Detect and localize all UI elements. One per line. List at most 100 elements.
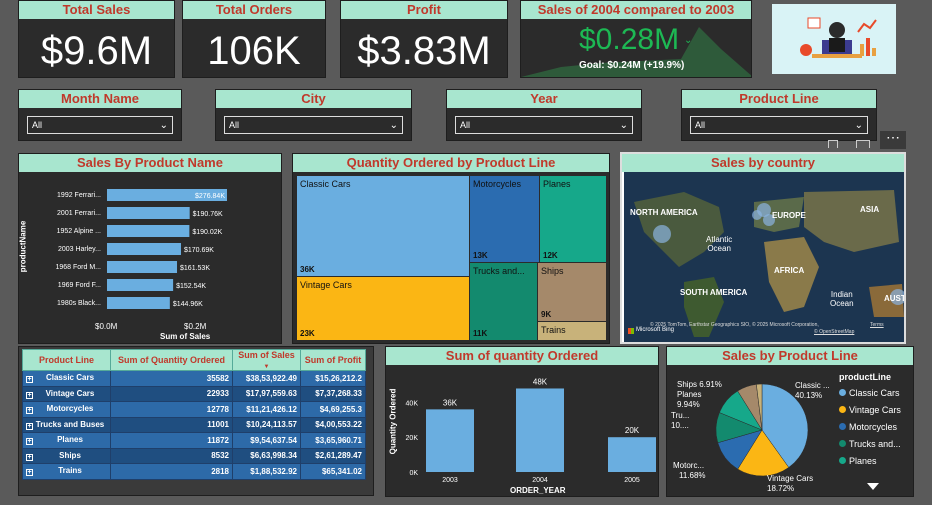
hbar-plot: 1992 Ferrari... $276.84K 2001 Ferrari... $1…: [55, 189, 227, 309]
column-header[interactable]: Sum of Profit: [300, 349, 366, 371]
slice-label: Ships 6.91%: [677, 380, 722, 389]
pie-slice[interactable]: [756, 383, 763, 431]
cell-text: Trucks and Buses: [35, 419, 105, 429]
cell-text: 22933: [206, 389, 229, 399]
value-cell: $2,61,289.47: [300, 447, 366, 464]
column-header[interactable]: Sum of Sales ▼: [232, 349, 301, 371]
sales-by-product-chart[interactable]: Sales By Product Name productName 1992 F…: [18, 153, 282, 344]
expand-icon[interactable]: +: [26, 469, 33, 477]
legend-title: productLine: [839, 372, 891, 382]
bar[interactable]: [107, 279, 174, 291]
expand-icon[interactable]: +: [26, 391, 33, 399]
quantity-by-year-chart[interactable]: Sum of quantity Ordered Quantity Ordered…: [385, 346, 659, 497]
slicer-month-name[interactable]: Month Name All ⌄: [18, 89, 182, 141]
kpi-sales-comparison[interactable]: Sales of 2004 compared to 2003 $0.28M ⌄ …: [520, 0, 752, 78]
expand-icon[interactable]: +: [26, 453, 33, 461]
column-header[interactable]: Sum of Quantity Ordered: [110, 349, 233, 371]
filter-icon[interactable]: [828, 140, 838, 148]
bar[interactable]: [107, 261, 178, 273]
bar[interactable]: [107, 207, 190, 219]
bar[interactable]: [608, 437, 656, 472]
map-osm-link[interactable]: © OpenStreetMap: [814, 329, 855, 335]
tile-value: 23K: [300, 329, 315, 338]
product-line-dropdown[interactable]: All ⌄: [690, 116, 868, 134]
legend-item[interactable]: Trucks and...: [839, 436, 913, 453]
slice-label: Motorc...: [673, 461, 705, 470]
cell-text: $65,341.02: [321, 466, 362, 476]
treemap-tile[interactable]: Ships 9K: [538, 263, 606, 321]
legend-dot-icon: [839, 406, 846, 413]
more-options-icon[interactable]: ⋯: [880, 130, 906, 149]
microsoft-logo-icon: [628, 328, 634, 334]
pie-slice[interactable]: [737, 429, 790, 477]
slicer-title: Product Line: [682, 90, 876, 108]
treemap-chart[interactable]: Quantity Ordered by Product Line Classic…: [292, 153, 610, 344]
treemap-tile[interactable]: Trucks and... 11K: [470, 263, 537, 340]
treemap-tile[interactable]: Planes 12K: [540, 176, 606, 262]
treemap-tile[interactable]: Trains: [538, 322, 606, 340]
table-row[interactable]: + Ships 8532 $6,63,998.34 $2,61,289.47: [22, 447, 366, 464]
product-line-table[interactable]: Product Line Sum of Quantity Ordered Sum…: [18, 346, 374, 496]
map-canvas[interactable]: NORTH AMERICA EUROPE ASIA Atlantic Ocean…: [624, 172, 904, 342]
kpi-total-orders[interactable]: Total Orders 106K: [182, 0, 326, 78]
chevron-down-icon: ⌄: [854, 120, 863, 131]
expand-icon[interactable]: +: [26, 407, 33, 415]
kpi-profit[interactable]: Profit $3.83M: [340, 0, 508, 78]
slice-label: Planes: [677, 390, 702, 399]
x-tick: 2005: [624, 477, 640, 484]
x-tick: 2003: [442, 477, 458, 484]
category-label: 1969 Ford F...: [58, 282, 101, 289]
month-dropdown[interactable]: All ⌄: [27, 116, 173, 134]
bar[interactable]: [426, 409, 474, 472]
legend-item[interactable]: Planes: [839, 453, 913, 470]
slicer-year[interactable]: Year All ⌄: [446, 89, 642, 141]
legend-item[interactable]: Vintage Cars: [839, 402, 913, 419]
tile-value: 12K: [543, 251, 558, 260]
bar[interactable]: [107, 189, 227, 201]
column-header[interactable]: Product Line: [22, 349, 111, 371]
dropdown-value: All: [695, 120, 706, 130]
focus-mode-icon[interactable]: [856, 140, 870, 148]
slicer-product-line[interactable]: Product Line All ⌄: [681, 89, 877, 141]
expand-icon[interactable]: +: [26, 376, 33, 384]
bar[interactable]: [516, 388, 564, 472]
x-axis-label: Sum of Sales: [160, 332, 211, 341]
value-cell: $65,341.02: [300, 463, 366, 480]
expand-icon[interactable]: +: [26, 422, 33, 430]
slicer-city[interactable]: City All ⌄: [215, 89, 412, 141]
tile-value: 13K: [473, 251, 488, 260]
map-terms-link[interactable]: Terms: [870, 322, 884, 328]
sales-by-product-line-chart[interactable]: Sales by Product Line Classic ... 40.13%…: [666, 346, 914, 497]
scroll-down-icon[interactable]: [867, 483, 879, 490]
data-label: $152.54K: [176, 283, 206, 290]
table-row[interactable]: + Vintage Cars 22933 $17,97,559.63 $7,37,268…: [22, 385, 366, 402]
slice-label: 11.68%: [679, 471, 706, 480]
table-row[interactable]: + Classic Cars 35582 $38,53,922.49 $15,26,21…: [22, 370, 366, 387]
kpi-total-sales[interactable]: Total Sales $9.6M: [18, 0, 175, 78]
treemap-tile[interactable]: Vintage Cars 23K: [297, 277, 469, 340]
bar[interactable]: [107, 225, 190, 237]
value-cell: $3,65,960.71: [300, 432, 366, 449]
tile-label: Trains: [541, 325, 566, 335]
expand-icon[interactable]: +: [26, 438, 33, 446]
city-dropdown[interactable]: All ⌄: [224, 116, 403, 134]
kpi-value: $3.83M: [357, 29, 491, 73]
table-row[interactable]: + Trains 2818 $1,88,532.92 $65,341.02: [22, 463, 366, 480]
treemap-tile[interactable]: Motorcycles 13K: [470, 176, 539, 262]
bar[interactable]: [107, 297, 170, 309]
legend-item[interactable]: Classic Cars: [839, 385, 913, 402]
value-cell: $15,26,212.2: [300, 370, 366, 387]
pie-slice[interactable]: [761, 383, 809, 468]
legend-label: Classic Cars: [849, 388, 900, 398]
legend-item[interactable]: Motorcycles: [839, 419, 913, 436]
map-label: AUST: [884, 294, 904, 303]
cell-text: 12778: [206, 404, 229, 414]
sales-map[interactable]: Sales by country NORTH AMERICA EUROPE AS…: [620, 152, 906, 344]
bar[interactable]: [107, 243, 181, 255]
table-row[interactable]: + Trucks and Buses 11001 $10,24,113.57 $4,00…: [22, 416, 366, 433]
year-dropdown[interactable]: All ⌄: [455, 116, 633, 134]
tile-label: Classic Cars: [300, 179, 351, 189]
table-row[interactable]: + Motorcycles 12778 $11,21,426.12 $4,69,255.…: [22, 401, 366, 418]
treemap-tile[interactable]: Classic Cars 36K: [297, 176, 469, 276]
table-row[interactable]: + Planes 11872 $9,54,637.54 $3,65,960.71: [22, 432, 366, 449]
